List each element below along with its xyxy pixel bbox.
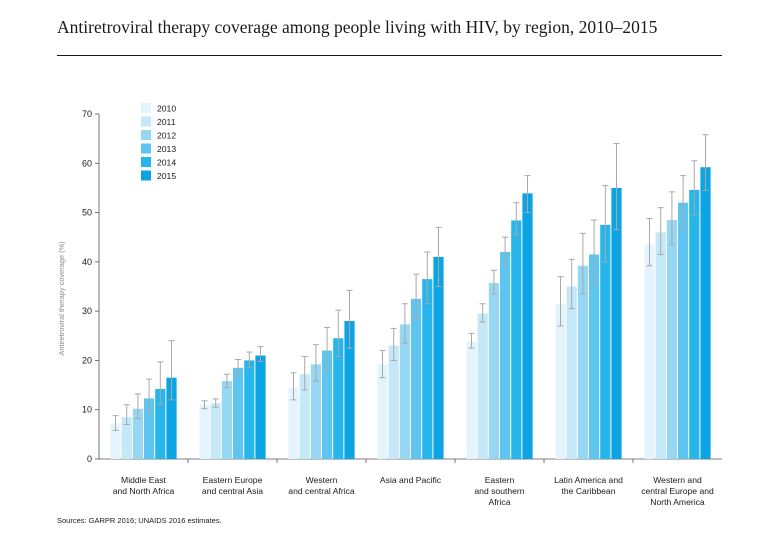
bar [589,254,600,459]
y-tick-label: 20 [82,355,92,365]
legend-label: 2014 [157,158,176,168]
bar [388,345,399,459]
bar [244,360,255,459]
bar [299,374,310,459]
x-category-label: Eastern Europe and central Asia [202,475,263,496]
bar [566,286,577,459]
bar [522,193,533,459]
x-category-label-line: Middle East [121,475,167,485]
bar [221,381,232,459]
bar [288,387,299,459]
legend-swatch [141,130,151,140]
bar [155,389,166,459]
legend-swatch [141,116,151,127]
bar [233,367,244,459]
x-category-label-line: Latin America and [554,475,623,485]
bar [322,350,333,459]
x-category-label-line: Asia and Pacific [380,475,442,485]
source-note: Sources: GARPR 2016; UNAIDS 2016 estimat… [57,516,222,525]
legend-label: 2011 [157,117,176,127]
bar [477,313,488,459]
x-category-label-line: and North Africa [113,486,175,496]
bar [399,324,410,459]
bar [377,364,388,459]
bar [488,283,499,459]
y-tick-label: 0 [87,454,92,464]
x-category-label: Middle East and North Africa [113,475,175,496]
x-category-label: Latin America and the Caribbean [554,475,623,496]
x-category-label: Eastern and southern Africa [474,475,524,507]
legend-label: 2013 [157,144,176,154]
bars [110,167,711,460]
bar [644,244,655,459]
y-tick-label: 60 [82,158,92,168]
bar [344,321,355,459]
legend-label: 2015 [157,171,176,181]
x-category-label-line: the Caribbean [562,486,616,496]
bar [555,303,566,459]
bar [255,355,266,459]
x-category-label: Western and central Africa [288,475,355,496]
legend-swatch [141,143,151,154]
y-tick-label: 30 [82,306,92,316]
legend-swatch [141,103,151,113]
x-category-label-line: and central Asia [202,486,263,496]
y-tick-label: 70 [82,109,92,119]
bar [689,189,700,459]
bar [466,341,477,459]
bar [666,219,677,459]
legend-swatch [141,157,151,167]
bar [210,403,221,459]
legend-label: 2010 [157,104,176,114]
bar [655,232,666,459]
bar [199,404,210,459]
bar [411,298,422,459]
x-category-label-line: Western [306,475,338,485]
y-tick-label: 10 [82,405,92,415]
y-tick-label: 50 [82,208,92,218]
bar [500,252,511,459]
bar [310,364,321,459]
bar [333,338,344,459]
x-category-label-line: Africa [489,497,511,507]
bar [121,417,132,459]
x-category-label-line: central Europe and [641,486,714,496]
legend-label: 2012 [157,131,176,141]
x-category-label-line: and central Africa [288,486,355,496]
legend: 2010 2011 2012 2013 2014 2015 [141,103,176,181]
y-tick-label: 40 [82,257,92,267]
bar [611,187,622,459]
x-category-label-line: North America [650,497,705,507]
axes: 0 10 20 30 40 50 60 70 Antiretroviral therapy co… [57,109,722,507]
bar [166,377,177,459]
chart-title: Antiretroviral therapy coverage among pe… [57,17,658,37]
bar [433,256,444,459]
bar [577,265,588,459]
x-category-label: Western and central Europe and North Ameri… [641,475,714,507]
legend-swatch [141,170,151,181]
title-divider [57,55,722,56]
x-category-label: Asia and Pacific [380,475,442,485]
bar [144,398,155,459]
bar [600,224,611,459]
error-bars [112,134,709,431]
x-category-label-line: and southern [474,486,524,496]
y-axis-label: Antiretroviral therapy coverage (%) [57,241,66,355]
x-category-label-line: Eastern Europe [203,475,263,485]
bar [511,220,522,459]
bar [678,202,689,459]
bar [132,408,143,459]
bar [110,423,121,459]
bar [422,279,433,459]
x-category-label-line: Western and [653,475,702,485]
bar [700,167,711,460]
x-category-label-line: Eastern [485,475,515,485]
